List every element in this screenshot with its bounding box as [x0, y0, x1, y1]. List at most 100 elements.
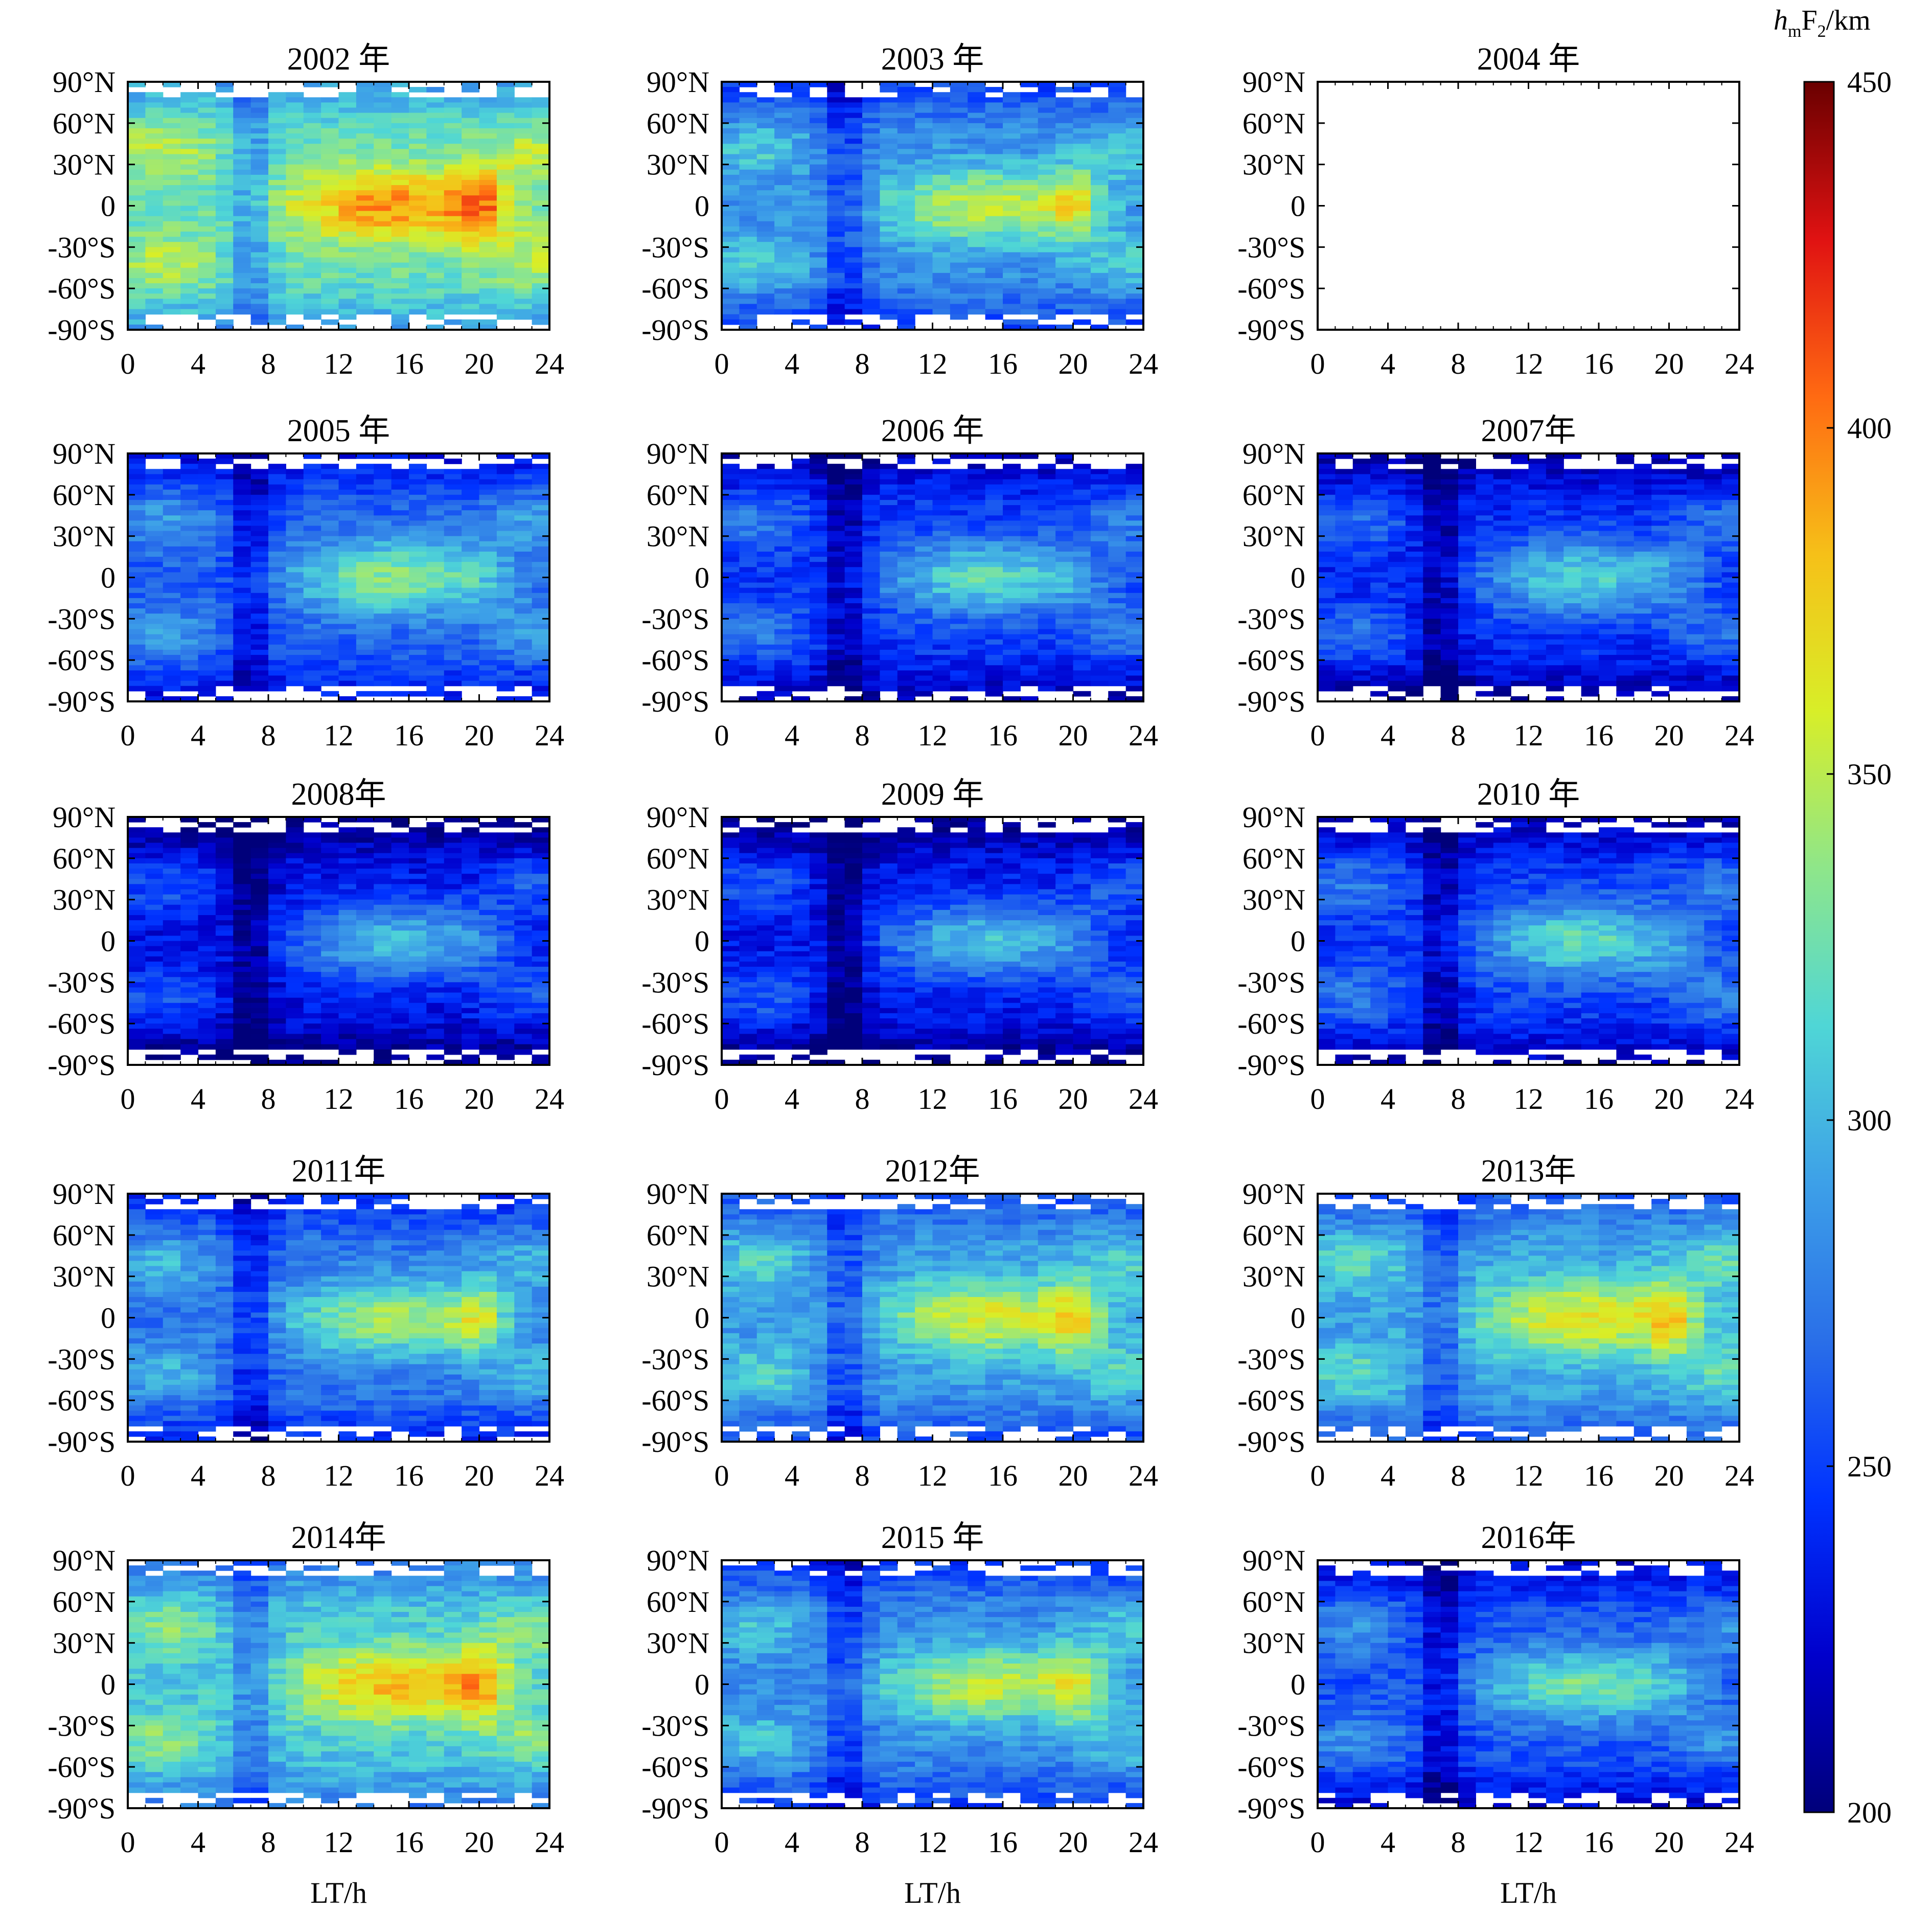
heatmap-cell [880, 665, 898, 671]
heatmap-cell [756, 593, 775, 599]
heatmap-cell [321, 655, 339, 661]
heatmap-cell [756, 133, 775, 139]
heatmap-cell [1440, 479, 1459, 485]
heatmap-cell [128, 211, 146, 217]
heatmap-cell [897, 169, 915, 175]
heatmap-cell [897, 649, 915, 655]
heatmap-cell [356, 644, 374, 650]
heatmap-cell [932, 247, 951, 253]
x-tick-label: 4 [785, 347, 799, 380]
heatmap-cell [215, 283, 234, 289]
heatmap-cell [827, 257, 845, 263]
heatmap-cell [932, 510, 951, 516]
y-tick-label: 60°N [647, 479, 709, 512]
heatmap-cell [985, 267, 1003, 274]
heatmap-cell [1370, 459, 1389, 464]
heatmap-cell [198, 257, 216, 263]
heatmap-cell [1020, 252, 1039, 258]
heatmap-cell [985, 118, 1003, 124]
heatmap-cell [479, 675, 497, 681]
heatmap-cell [1055, 288, 1074, 294]
heatmap-cell [462, 479, 480, 485]
heatmap-cell [968, 185, 986, 191]
heatmap-cell [897, 670, 915, 676]
heatmap-cell [1125, 288, 1144, 294]
heatmap-cell [180, 262, 199, 268]
heatmap-cell [268, 670, 286, 676]
heatmap-cell [1125, 169, 1144, 175]
heatmap-cell [756, 505, 775, 511]
heatmap-cell [145, 484, 164, 490]
heatmap-cell [968, 216, 986, 222]
heatmap-cell [321, 169, 339, 175]
heatmap-cell [844, 262, 863, 268]
y-tick-label: -60°S [1237, 272, 1305, 305]
heatmap-cell [215, 206, 234, 212]
heatmap-cell [880, 464, 898, 469]
heatmap-cell [756, 164, 775, 170]
heatmap-cell [180, 174, 199, 180]
heatmap-cell [180, 613, 199, 619]
heatmap-cell [128, 82, 146, 87]
heatmap-cell [844, 128, 863, 134]
heatmap-cell [462, 247, 480, 253]
heatmap-cell [338, 154, 357, 160]
heatmap-cell [774, 247, 793, 253]
heatmap-cell [496, 174, 515, 180]
heatmap-cell [391, 479, 409, 485]
heatmap-cell [1003, 531, 1021, 537]
heatmap-cell [1528, 505, 1547, 511]
heatmap-cell [1073, 474, 1091, 480]
heatmap-cell [1003, 237, 1021, 242]
heatmap-cell [844, 139, 863, 144]
heatmap-cell [391, 644, 409, 650]
heatmap-cell [514, 299, 533, 305]
heatmap-cell [968, 164, 986, 170]
heatmap-cell [1090, 190, 1109, 196]
heatmap-cell [286, 179, 304, 186]
heatmap-cell [444, 510, 462, 516]
heatmap-cell [163, 97, 181, 103]
heatmap-cell [1003, 484, 1021, 490]
heatmap-cell [862, 211, 880, 217]
heatmap-cell [426, 608, 445, 614]
heatmap-cell [827, 660, 845, 666]
heatmap-cell [338, 144, 357, 149]
heatmap-cell [1108, 546, 1126, 552]
heatmap-cell [391, 159, 409, 165]
heatmap-cell [268, 237, 286, 242]
heatmap-cell [532, 644, 550, 650]
heatmap-cell [215, 278, 234, 284]
heatmap-cell [809, 453, 827, 459]
heatmap-cell [215, 572, 234, 578]
heatmap-cell [321, 510, 339, 516]
heatmap-cell [774, 593, 793, 599]
heatmap-cell [180, 464, 199, 469]
heatmap-cell [514, 546, 533, 552]
heatmap-cell [1405, 469, 1423, 475]
heatmap-cell [444, 541, 462, 547]
heatmap-cell [968, 267, 986, 274]
heatmap-cell [880, 526, 898, 532]
heatmap-cell [268, 593, 286, 599]
heatmap-cell [1073, 232, 1091, 237]
heatmap-cell [809, 226, 827, 232]
heatmap-cell [1038, 608, 1056, 614]
heatmap-cell [268, 247, 286, 253]
heatmap-cell [180, 247, 199, 253]
heatmap-cell [215, 489, 234, 495]
heatmap-cell [950, 92, 968, 98]
heatmap-cell [426, 185, 445, 191]
heatmap-cell [792, 304, 810, 310]
heatmap-cell [215, 123, 234, 129]
heatmap-cell [321, 309, 339, 315]
heatmap-cell [968, 572, 986, 578]
heatmap-cell [915, 541, 933, 547]
heatmap-cell [950, 247, 968, 253]
heatmap-cell [1020, 299, 1039, 305]
heatmap-cell [968, 179, 986, 186]
heatmap-cell [1125, 484, 1144, 490]
heatmap-cell [1108, 655, 1126, 661]
heatmap-cell [374, 546, 392, 552]
